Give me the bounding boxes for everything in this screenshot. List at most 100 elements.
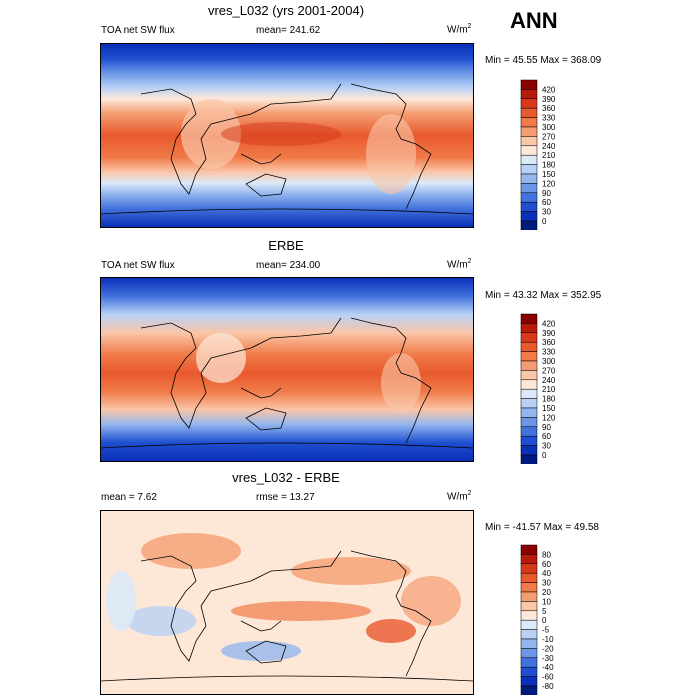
colorbar-swatch: [520, 398, 538, 409]
panel-1-left-label: TOA net SW flux: [101, 25, 175, 36]
panel-2-map: [100, 277, 474, 462]
colorbar-swatch: [520, 126, 538, 137]
colorbar-swatch: [520, 648, 538, 659]
colorbar-tick-label: -10: [542, 635, 554, 644]
colorbar-swatch: [520, 582, 538, 593]
colorbar-tick-label: 330: [542, 114, 556, 123]
panel-1-minmax: Min = 45.55 Max = 368.09: [485, 55, 602, 66]
colorbar-tick-label: 150: [542, 170, 556, 179]
panel-3-left-label: mean = 7.62: [101, 492, 157, 503]
panel-2-minmax: Min = 43.32 Max = 352.95: [485, 290, 602, 301]
colorbar-tick-label: 420: [542, 319, 556, 328]
colorbar-tick-label: -30: [542, 654, 554, 663]
panel-1-units: W/m2: [447, 23, 472, 36]
colorbar-tick-label: 0: [542, 451, 547, 460]
colorbar-swatch: [520, 211, 538, 222]
colorbar-swatch: [520, 563, 538, 574]
colorbar-tick-label: 120: [542, 413, 556, 422]
colorbar-swatch: [520, 379, 538, 390]
colorbar-swatch: [520, 313, 538, 324]
colorbar-tick-label: 240: [542, 376, 556, 385]
colorbar-swatch: [520, 201, 538, 212]
colorbar-tick-label: 10: [542, 597, 551, 606]
colorbar-tick-label: 390: [542, 329, 556, 338]
colorbar-swatch: [520, 676, 538, 687]
colorbar-swatch: [520, 341, 538, 352]
colorbar-swatch: [520, 164, 538, 175]
colorbar-tick-label: 60: [542, 432, 551, 441]
colorbar-swatch: [520, 173, 538, 184]
colorbar-tick-label: 210: [542, 151, 556, 160]
colorbar-swatch: [520, 417, 538, 428]
colorbar-tick-label: 210: [542, 385, 556, 394]
colorbar-tick-label: 0: [542, 217, 547, 226]
colorbar-swatch: [520, 332, 538, 343]
colorbar-tick-label: 270: [542, 132, 556, 141]
colorbar-tick-label: -40: [542, 663, 554, 672]
colorbar-swatch: [520, 666, 538, 677]
colorbar-tick-label: 180: [542, 161, 556, 170]
colorbar-tick-label: 240: [542, 142, 556, 151]
colorbar-tick-label: 390: [542, 95, 556, 104]
colorbar-swatch: [520, 629, 538, 640]
colorbar-tick-label: -80: [542, 682, 554, 691]
colorbar-swatch: [520, 657, 538, 668]
colorbar-swatch: [520, 454, 538, 464]
colorbar-swatch: [520, 554, 538, 565]
colorbar-tick-label: 360: [542, 338, 556, 347]
colorbar-tick-label: 270: [542, 366, 556, 375]
colorbar-swatch: [520, 544, 538, 555]
colorbar-swatch: [520, 107, 538, 118]
colorbar-tick-label: 60: [542, 198, 551, 207]
colorbar-tick-label: 300: [542, 357, 556, 366]
colorbar-swatch: [520, 445, 538, 456]
panel-1-coastlines: [101, 83, 473, 215]
colorbar-swatch: [520, 192, 538, 203]
panel-3-title: vres_L032 - ERBE: [232, 470, 340, 485]
panel-2-left-label: TOA net SW flux: [101, 260, 175, 271]
colorbar-swatch: [520, 98, 538, 109]
colorbar-tick-label: 330: [542, 348, 556, 357]
colorbar-tick-label: -60: [542, 673, 554, 682]
colorbar-swatch: [520, 426, 538, 437]
colorbar-tick-label: 90: [542, 189, 551, 198]
colorbar-tick-label: 0: [542, 616, 547, 625]
colorbar-swatch: [520, 351, 538, 362]
colorbar-tick-label: 80: [542, 550, 551, 559]
colorbar-swatch: [520, 638, 538, 649]
colorbar-swatch: [520, 435, 538, 446]
colorbar-tick-label: 5: [542, 607, 547, 616]
colorbar-tick-label: -5: [542, 626, 550, 635]
panel-1-map: [100, 43, 474, 228]
colorbar-swatch: [520, 117, 538, 128]
colorbar-swatch: [520, 388, 538, 399]
colorbar-swatch: [520, 591, 538, 602]
panel-1-title: vres_L032 (yrs 2001-2004): [207, 3, 365, 18]
colorbar-swatch: [520, 610, 538, 621]
colorbar-tick-label: 300: [542, 123, 556, 132]
panel-2-title: ERBE: [268, 238, 304, 253]
panel-2-coastlines: [101, 317, 473, 449]
colorbar-swatch: [520, 370, 538, 381]
colorbar-tick-label: 60: [542, 560, 551, 569]
colorbar-tick-label: 420: [542, 85, 556, 94]
season-label: ANN: [510, 8, 558, 33]
colorbar-swatch: [520, 601, 538, 612]
colorbar-tick-label: 120: [542, 179, 556, 188]
colorbar-tick-label: 30: [542, 579, 551, 588]
colorbar-swatch: [520, 619, 538, 630]
colorbar-tick-label: 30: [542, 208, 551, 217]
panel-3-center-label: rmse = 13.27: [256, 492, 315, 503]
colorbar-swatch: [520, 220, 538, 230]
colorbar-tick-label: 150: [542, 404, 556, 413]
colorbar-tick-label: 360: [542, 104, 556, 113]
colorbar-tick-label: 180: [542, 395, 556, 404]
colorbar-tick-label: 90: [542, 423, 551, 432]
panel-2-center-label: mean= 234.00: [256, 260, 321, 271]
colorbar-tick-label: -20: [542, 644, 554, 653]
colorbar-swatch: [520, 407, 538, 418]
panel-3-map: [100, 510, 474, 695]
